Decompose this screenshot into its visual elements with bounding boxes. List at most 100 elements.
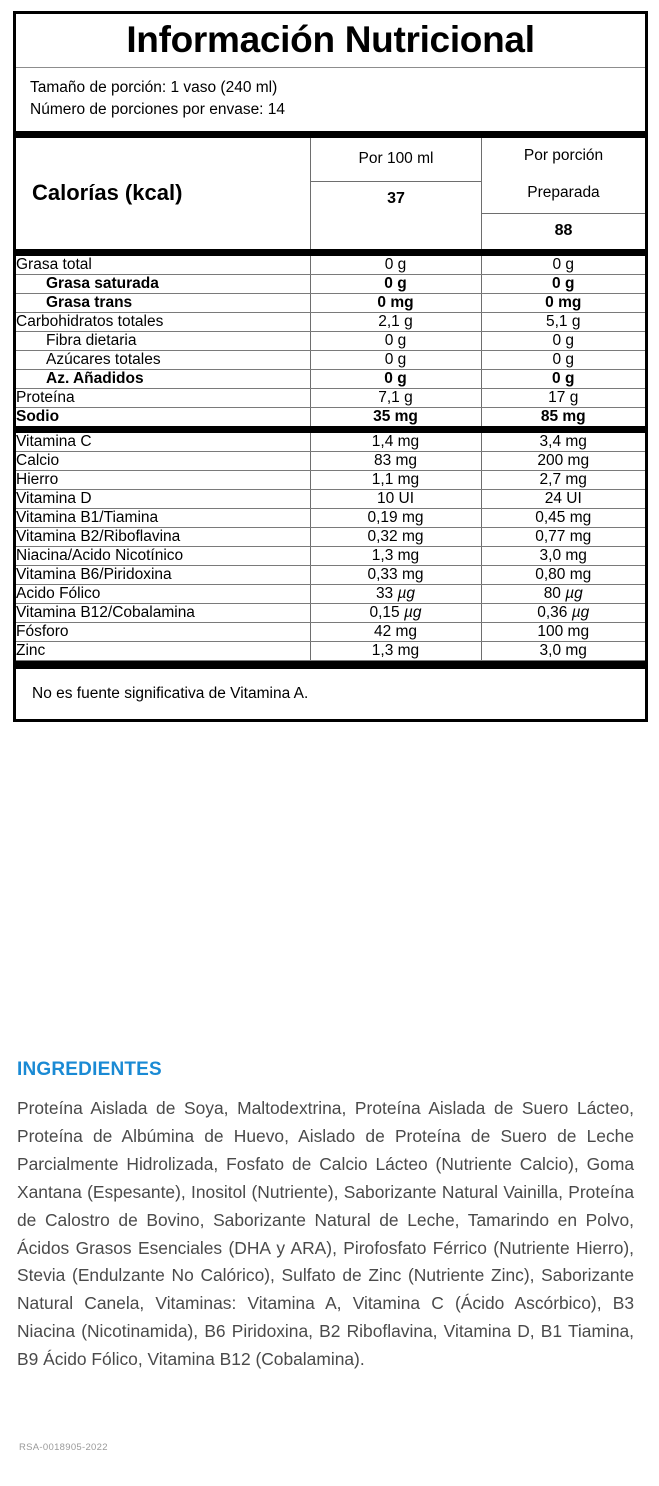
nutrient-value-per-100ml: 0,19 mg: [309, 508, 481, 528]
nutrient-value-per-serving: 0,36 µg: [480, 603, 645, 623]
calories-label: Calorías (kcal): [32, 180, 183, 206]
table-row: Grasa trans 0 mg 0 mg: [16, 293, 645, 313]
nutrient-name: Hierro: [16, 470, 310, 490]
nutrient-value-per-serving: 0,80 mg: [480, 565, 645, 585]
nutrient-value-per-100ml: 33 µg: [309, 584, 481, 604]
nutrient-value-per-serving: 0,77 mg: [480, 527, 645, 547]
nutrient-value-per-serving: 80 µg: [480, 584, 645, 604]
nutrient-value-per-serving: 100 mg: [480, 622, 645, 642]
ingredients-heading: INGREDIENTES: [17, 1058, 162, 1080]
nutrient-name: Vitamina B6/Piridoxina: [16, 565, 310, 585]
nutrition-facts-panel: Información Nutricional Tamaño de porció…: [13, 11, 648, 722]
nutrient-name: Vitamina B12/Cobalamina: [16, 603, 310, 623]
nutrient-value-per-serving: 0 g: [480, 369, 645, 389]
nutrient-value-per-serving: 0 g: [480, 350, 645, 370]
footnote-divider: [16, 660, 645, 669]
table-row: Calcio 83 mg 200 mg: [16, 451, 645, 471]
nutrient-value-per-100ml: 1,3 mg: [309, 641, 481, 661]
nutrient-value-per-serving: 0 g: [480, 274, 645, 294]
nutrient-name: Vitamina C: [16, 429, 310, 452]
column-per-100ml: Por 100 ml 37: [310, 138, 481, 249]
nutrient-name: Niacina/Acido Nicotínico: [16, 546, 310, 566]
title-divider: [16, 67, 645, 68]
column-header-per-serving: Por porción Preparada: [482, 138, 645, 214]
table-row: Vitamina B1/Tiamina 0,19 mg 0,45 mg: [16, 508, 645, 528]
nutrient-value-per-100ml: 1,3 mg: [309, 546, 481, 566]
calories-header-block: Calorías (kcal) Por 100 ml 37 Por porció…: [16, 131, 645, 256]
nutrient-name: Vitamina B1/Tiamina: [16, 508, 310, 528]
nutrient-value-per-serving: 2,7 mg: [480, 470, 645, 490]
calories-columns: Por 100 ml 37 Por porción Preparada 88: [310, 138, 645, 249]
table-row: Sodio 35 mg 85 mg: [16, 407, 645, 433]
nutrient-name: Grasa total: [16, 255, 310, 275]
nutrient-name: Proteína: [16, 388, 310, 408]
nutrient-value-per-100ml: 1,4 mg: [309, 429, 481, 452]
table-row: Vitamina B12/Cobalamina 0,15 µg 0,36 µg: [16, 603, 645, 623]
nutrient-value-per-serving: 3,0 mg: [480, 641, 645, 661]
table-row: Proteína 7,1 g 17 g: [16, 388, 645, 408]
nutrient-value-per-serving: 3,4 mg: [480, 429, 645, 452]
table-row: Vitamina D 10 UI 24 UI: [16, 489, 645, 509]
nutrient-value-per-serving: 0 g: [480, 255, 645, 275]
nutrient-value-per-serving: 5,1 g: [480, 312, 645, 332]
nutrient-name: Carbohidratos totales: [16, 312, 310, 332]
nutrient-name: Az. Añadidos: [16, 369, 310, 389]
nutrient-value-per-serving: 85 mg: [480, 407, 645, 433]
nutrient-value-per-100ml: 0 g: [309, 350, 481, 370]
micronutrient-rows: Vitamina C 1,4 mg 3,4 mg Calcio 83 mg 200 mg H…: [16, 429, 645, 661]
nutrient-value-per-100ml: 42 mg: [309, 622, 481, 642]
nutrient-value-per-100ml: 0 g: [309, 369, 481, 389]
nutrient-name: Grasa trans: [16, 293, 310, 313]
footnote-text: No es fuente significativa de Vitamina A…: [32, 684, 309, 702]
nutrient-value-per-100ml: 0,32 mg: [309, 527, 481, 547]
servings-per-container-text: Número de porciones por envase: 14: [30, 101, 286, 118]
nutrient-value-per-100ml: 0,15 µg: [309, 603, 481, 623]
nutrient-name: Calcio: [16, 451, 310, 471]
nutrient-name: Acido Fólico: [16, 584, 310, 604]
nutrient-value-per-100ml: 35 mg: [309, 407, 481, 433]
calories-value-per-100ml: 37: [387, 190, 405, 207]
serving-size-text: Tamaño de porción: 1 vaso (240 ml): [30, 79, 278, 96]
nutrient-name: Grasa saturada: [16, 274, 310, 294]
nutrient-value-per-serving: 0 mg: [480, 293, 645, 313]
table-row: Hierro 1,1 mg 2,7 mg: [16, 470, 645, 490]
nutrient-name: Fósforo: [16, 622, 310, 642]
nutrient-value-per-100ml: 0,33 mg: [309, 565, 481, 585]
column-header-per-serving-line2: Preparada: [527, 184, 600, 202]
table-row: Vitamina B6/Piridoxina 0,33 mg 0,80 mg: [16, 565, 645, 585]
nutrient-value-per-100ml: 2,1 g: [309, 312, 481, 332]
column-header-per-100ml-text: Por 100 ml: [358, 149, 434, 167]
table-row: Vitamina C 1,4 mg 3,4 mg: [16, 429, 645, 452]
nutrient-value-per-100ml: 10 UI: [309, 489, 481, 509]
calories-value-per-serving: 88: [554, 221, 573, 239]
nutrient-value-per-serving: 0,45 mg: [480, 508, 645, 528]
nutrient-value-per-100ml: 1,1 mg: [309, 470, 481, 490]
table-row: Vitamina B2/Riboflavina 0,32 mg 0,77 mg: [16, 527, 645, 547]
nutrient-value-per-serving: 24 UI: [480, 489, 645, 509]
nutrient-value-per-100ml: 0 mg: [309, 293, 481, 313]
table-row: Carbohidratos totales 2,1 g 5,1 g: [16, 312, 645, 332]
panel-title: Información Nutricional: [126, 19, 535, 60]
registration-code: RSA-0018905-2022: [19, 1442, 108, 1453]
column-header-per-100ml: Por 100 ml: [311, 138, 481, 182]
nutrient-name: Azúcares totales: [16, 350, 310, 370]
column-header-per-serving-line1: Por porción: [523, 147, 604, 164]
nutrient-name: Vitamina B2/Riboflavina: [16, 527, 310, 547]
table-row: Niacina/Acido Nicotínico 1,3 mg 3,0 mg: [16, 546, 645, 566]
nutrient-value-per-100ml: 83 mg: [309, 451, 481, 471]
nutrient-name: Zinc: [16, 641, 310, 661]
nutrient-name: Fibra dietaria: [16, 331, 310, 351]
nutrient-value-per-100ml: 0 g: [309, 255, 481, 275]
ingredients-text: Proteína Aislada de Soya, Maltodextrina,…: [17, 1098, 634, 1369]
serving-info: Tamaño de porción: 1 vaso (240 ml) Númer…: [16, 68, 645, 131]
nutrient-name: Vitamina D: [16, 489, 310, 509]
nutrient-value-per-100ml: 0 g: [309, 331, 481, 351]
nutrient-value-per-serving: 17 g: [480, 388, 645, 408]
